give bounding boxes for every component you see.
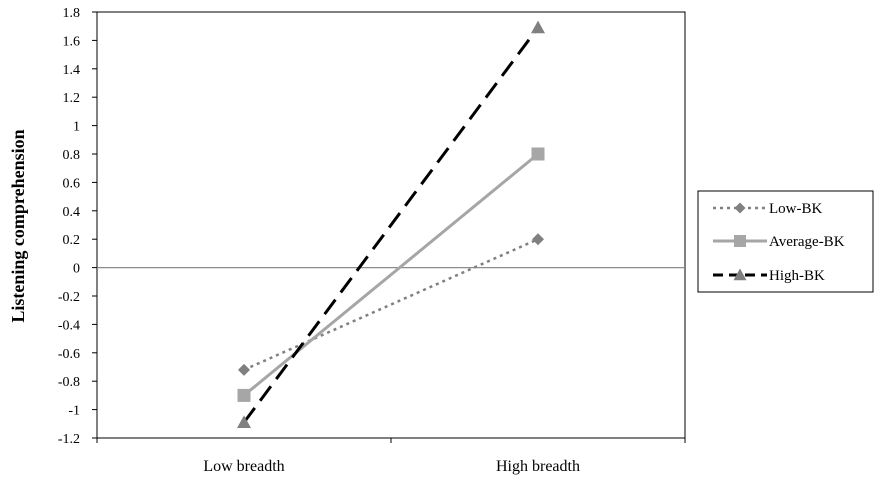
- y-tick-label: -0.2: [58, 290, 80, 305]
- series-layer: [237, 20, 545, 428]
- y-tick-label: 1.6: [63, 34, 81, 49]
- y-tick-label: -1: [68, 404, 80, 419]
- y-tick-label: -1.2: [58, 432, 80, 447]
- y-tick-label: 0.6: [63, 176, 81, 191]
- legend-label: Low-BK: [769, 201, 822, 217]
- legend-label: High-BK: [769, 268, 825, 284]
- data-point: [238, 363, 250, 376]
- y-tick-label: -0.8: [58, 375, 80, 390]
- series-line: [243, 238, 539, 371]
- data-point: [237, 415, 251, 428]
- y-tick-label: 0: [73, 262, 80, 277]
- series-high-bk: [237, 20, 545, 428]
- axes: 1.8 1.6 1.4 1.2 1 0.8 0.6 0.4 0.2 0 -0.2 -0.4 -0.6 -0…: [58, 6, 686, 475]
- legend-marker: [734, 235, 746, 247]
- series-average-bk: [237, 147, 545, 402]
- x-tick-label: High breadth: [496, 458, 580, 475]
- x-tick-label: Low breadth: [203, 458, 284, 475]
- data-point: [237, 388, 251, 402]
- legend: Low-BK Average-BK High-BK: [697, 190, 874, 293]
- series-low-bk: [238, 233, 544, 376]
- y-tick-label: -0.6: [58, 347, 80, 362]
- y-tick-label: 0.2: [63, 233, 81, 248]
- y-tick-label: 1.2: [63, 91, 81, 106]
- legend-marker: [734, 202, 746, 214]
- y-tick-label: 1: [73, 120, 80, 135]
- series-line: [242, 26, 540, 424]
- y-tick-label: 0.8: [63, 148, 81, 163]
- y-axis-label: Listening comprehension: [8, 129, 28, 322]
- y-tick-label: 0.4: [63, 205, 81, 220]
- y-tick-label: -0.4: [58, 318, 80, 333]
- legend-marker: [733, 268, 747, 281]
- y-tick-label: 1.4: [63, 63, 81, 78]
- legend-label: Average-BK: [769, 234, 845, 250]
- data-point: [531, 147, 545, 161]
- y-tick-label: 1.8: [63, 6, 81, 21]
- data-point: [531, 20, 545, 34]
- data-point: [532, 233, 544, 246]
- series-line: [243, 152, 539, 397]
